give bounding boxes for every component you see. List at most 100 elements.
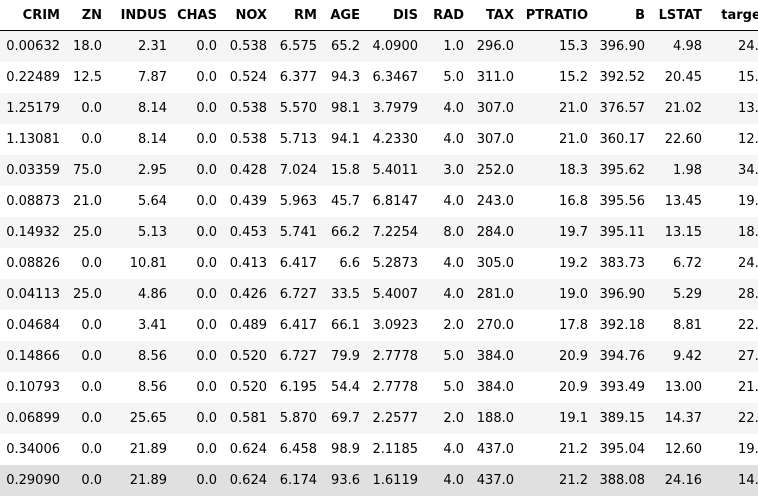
table-cell-rad: 4.0 [423, 186, 469, 217]
table-cell-target: 27.5 [707, 341, 758, 372]
table-cell-rm: 6.727 [272, 279, 322, 310]
table-cell-dis: 5.4011 [365, 155, 423, 186]
table-cell-nox: 0.624 [222, 434, 272, 465]
column-header-age[interactable]: AGE [322, 0, 365, 31]
table-cell-rm: 5.570 [272, 93, 322, 124]
table-cell-target: 24.2 [707, 248, 758, 279]
table-cell-ptratio: 21.2 [519, 465, 593, 496]
table-cell-zn: 25.0 [65, 279, 107, 310]
table-cell-rm: 5.741 [272, 217, 322, 248]
table-cell-target: 24.0 [707, 31, 758, 63]
column-header-ptratio[interactable]: PTRATIO [519, 0, 593, 31]
table-cell-indus: 7.87 [107, 62, 172, 93]
table-cell-lstat: 8.81 [650, 310, 707, 341]
table-cell-chas: 0.0 [172, 248, 222, 279]
table-cell-nox: 0.439 [222, 186, 272, 217]
table-cell-tax: 437.0 [469, 465, 519, 496]
column-header-crim[interactable]: CRIM [0, 0, 65, 31]
column-header-chas[interactable]: CHAS [172, 0, 222, 31]
table-cell-crim: 0.08826 [0, 248, 65, 279]
table-cell-nox: 0.538 [222, 124, 272, 155]
table-cell-nox: 0.538 [222, 31, 272, 63]
table-cell-rm: 6.377 [272, 62, 322, 93]
table-cell-b: 395.04 [593, 434, 650, 465]
table-cell-lstat: 20.45 [650, 62, 707, 93]
table-cell-nox: 0.520 [222, 341, 272, 372]
column-header-nox[interactable]: NOX [222, 0, 272, 31]
table-cell-rm: 6.174 [272, 465, 322, 496]
column-header-rm[interactable]: RM [272, 0, 322, 31]
table-cell-zn: 0.0 [65, 248, 107, 279]
column-header-zn[interactable]: ZN [65, 0, 107, 31]
table-cell-chas: 0.0 [172, 93, 222, 124]
table-cell-chas: 0.0 [172, 434, 222, 465]
column-header-indus[interactable]: INDUS [107, 0, 172, 31]
table-cell-zn: 18.0 [65, 31, 107, 63]
table-cell-nox: 0.624 [222, 465, 272, 496]
table-cell-b: 392.18 [593, 310, 650, 341]
table-cell-tax: 188.0 [469, 403, 519, 434]
table-cell-indus: 2.31 [107, 31, 172, 63]
table-cell-age: 66.1 [322, 310, 365, 341]
column-header-dis[interactable]: DIS [365, 0, 423, 31]
table-cell-age: 45.7 [322, 186, 365, 217]
table-cell-age: 98.9 [322, 434, 365, 465]
table-cell-ptratio: 21.0 [519, 93, 593, 124]
table-cell-lstat: 6.72 [650, 248, 707, 279]
table-cell-dis: 3.0923 [365, 310, 423, 341]
table-cell-tax: 307.0 [469, 93, 519, 124]
table-cell-lstat: 21.02 [650, 93, 707, 124]
column-header-tax[interactable]: TAX [469, 0, 519, 31]
table-cell-target: 21.7 [707, 372, 758, 403]
table-cell-tax: 281.0 [469, 279, 519, 310]
table-cell-rad: 4.0 [423, 279, 469, 310]
table-cell-b: 396.90 [593, 279, 650, 310]
table-cell-lstat: 22.60 [650, 124, 707, 155]
table-cell-age: 94.3 [322, 62, 365, 93]
table-cell-indus: 21.89 [107, 434, 172, 465]
column-header-target[interactable]: target [707, 0, 758, 31]
table-cell-target: 34.9 [707, 155, 758, 186]
table-cell-age: 79.9 [322, 341, 365, 372]
table-cell-tax: 243.0 [469, 186, 519, 217]
table-cell-chas: 0.0 [172, 465, 222, 496]
table-cell-indus: 25.65 [107, 403, 172, 434]
table-cell-dis: 7.2254 [365, 217, 423, 248]
table-cell-dis: 5.2873 [365, 248, 423, 279]
table-cell-dis: 2.7778 [365, 372, 423, 403]
column-header-rad[interactable]: RAD [423, 0, 469, 31]
table-cell-zn: 21.0 [65, 186, 107, 217]
table-cell-nox: 0.489 [222, 310, 272, 341]
table-cell-chas: 0.0 [172, 403, 222, 434]
table-cell-ptratio: 21.0 [519, 124, 593, 155]
table-cell-lstat: 12.60 [650, 434, 707, 465]
table-cell-indus: 8.56 [107, 341, 172, 372]
table-cell-zn: 0.0 [65, 434, 107, 465]
table-cell-ptratio: 20.9 [519, 341, 593, 372]
table-cell-zn: 75.0 [65, 155, 107, 186]
table-cell-target: 12.7 [707, 124, 758, 155]
column-header-lstat[interactable]: LSTAT [650, 0, 707, 31]
table-cell-dis: 2.1185 [365, 434, 423, 465]
table-cell-tax: 284.0 [469, 217, 519, 248]
column-header-b[interactable]: B [593, 0, 650, 31]
table-cell-nox: 0.520 [222, 372, 272, 403]
table-cell-target: 18.7 [707, 217, 758, 248]
